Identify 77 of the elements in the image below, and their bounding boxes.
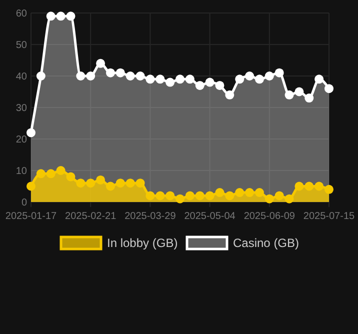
- point: [284, 90, 294, 100]
- point: [195, 80, 204, 90]
- point: [46, 169, 56, 178]
- point: [146, 191, 155, 200]
- y-tick-label: 20: [16, 134, 28, 146]
- point: [314, 182, 324, 191]
- legend-label: Casino (GB): [233, 236, 300, 250]
- point: [314, 74, 324, 84]
- point: [205, 191, 214, 200]
- point: [76, 178, 86, 188]
- point: [274, 191, 284, 200]
- point: [86, 72, 96, 80]
- point: [176, 194, 184, 204]
- point: [304, 182, 314, 191]
- point: [176, 74, 184, 84]
- point: [324, 184, 334, 194]
- point: [146, 74, 155, 84]
- point: [156, 74, 165, 84]
- point: [264, 194, 274, 204]
- point: [185, 191, 194, 200]
- point: [274, 68, 284, 78]
- point: [86, 178, 96, 188]
- point: [26, 182, 36, 191]
- point: [66, 172, 76, 182]
- y-tick-label: 0: [21, 198, 28, 208]
- y-tick-label: 50: [16, 40, 28, 51]
- point: [96, 58, 106, 68]
- point: [66, 12, 76, 21]
- x-tick-label: 2025-06-09: [244, 211, 296, 222]
- point: [264, 72, 274, 80]
- point: [215, 80, 224, 90]
- point: [294, 87, 304, 96]
- point: [136, 72, 145, 80]
- point: [254, 74, 264, 84]
- point: [235, 74, 244, 84]
- y-tick-label: 40: [16, 72, 28, 82]
- point: [106, 68, 115, 78]
- point: [136, 178, 145, 188]
- point: [36, 169, 46, 178]
- point: [26, 128, 36, 138]
- point: [245, 188, 254, 198]
- point: [76, 72, 86, 80]
- point: [225, 90, 234, 100]
- point: [156, 191, 165, 200]
- y-tick-label: 10: [16, 166, 28, 177]
- point: [166, 191, 175, 200]
- point: [36, 72, 46, 80]
- x-tick-label: 2025-02-21: [65, 211, 117, 222]
- point: [126, 178, 135, 188]
- point: [185, 74, 194, 84]
- y-tick-label: 30: [16, 103, 28, 114]
- point: [284, 194, 294, 204]
- point: [254, 188, 264, 198]
- point: [56, 166, 66, 175]
- point: [166, 78, 175, 87]
- point: [126, 72, 135, 80]
- point: [215, 188, 224, 198]
- point: [46, 12, 56, 21]
- point: [225, 191, 234, 200]
- point: [245, 72, 254, 80]
- x-tick-label: 2025-01-17: [5, 211, 58, 222]
- point: [205, 78, 214, 87]
- point: [96, 175, 106, 184]
- y-tick-label: 60: [16, 8, 28, 20]
- point: [324, 84, 334, 94]
- point: [195, 191, 204, 200]
- point: [294, 182, 304, 191]
- x-tick-label: 2025-03-29: [124, 211, 176, 222]
- point: [116, 178, 125, 188]
- point: [116, 68, 125, 78]
- x-tick-label: 2025-07-15: [303, 211, 356, 222]
- x-tick-label: 2025-05-04: [184, 211, 236, 222]
- point: [235, 188, 244, 198]
- point: [106, 182, 115, 191]
- point: [56, 12, 66, 21]
- point: [304, 94, 314, 103]
- legend-label: In lobby (GB): [107, 236, 178, 250]
